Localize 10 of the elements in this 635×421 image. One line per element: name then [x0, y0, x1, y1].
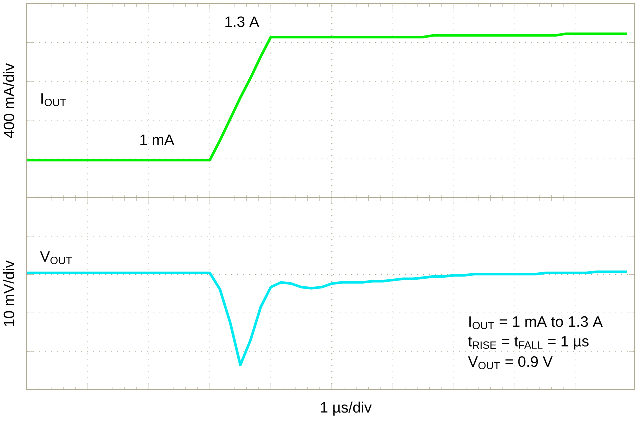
text: 1.3 A: [226, 16, 260, 28]
annotation: I$_{OUT}$ = 1 mA to 1.3 A: [470, 316, 603, 330]
y-axis-title: 400 mA/div: [3, 64, 15, 138]
x-axis-title: 1 µs/div: [321, 402, 372, 416]
annotation: 1 mA: [140, 134, 174, 146]
annotation: t$_{RISE}$ = t$_{FALL}$ = 1 µs: [468, 336, 589, 350]
y-axis-title: 10 mV/div: [3, 260, 15, 326]
series-label: V$_{OUT}$: [40, 252, 72, 264]
annotation: V$_{OUT}$ = 0.9 V: [468, 356, 553, 370]
text: I$_{OUT}$: [42, 94, 66, 106]
